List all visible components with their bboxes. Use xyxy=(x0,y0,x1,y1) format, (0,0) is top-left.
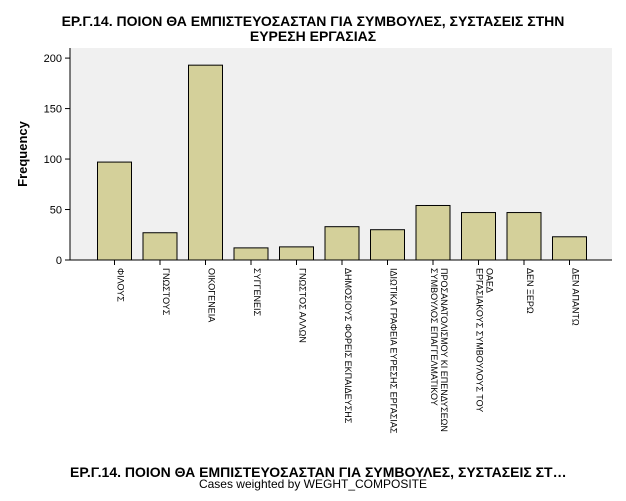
x-tick-label-10-0: ΔΕΝ ΑΠΑΝΤΩ xyxy=(571,268,581,326)
bar-10 xyxy=(552,236,587,261)
x-tick-label-7-1: ΠΡΟΣΑΝΑΤΟΛΙΣΜΟΥ ΚΙ ΕΠΕΝΔΥΣΕΩΝ xyxy=(439,268,449,432)
x-axis-label: ΕΡ.Γ.14. ΠΟΙΟΝ ΘΑ ΕΜΠΙΣΤΕΥΟΣΑΣΤΑΝ ΓΙΑ ΣΥ… xyxy=(70,464,567,480)
bar-9 xyxy=(506,212,542,261)
chart-title: ΕΡ.Γ.14. ΠΟΙΟΝ ΘΑ ΕΜΠΙΣΤΕΥΟΣΑΣΤΑΝ ΓΙΑ ΣΥ… xyxy=(0,14,626,44)
x-tick-label-3-0: ΣΥΓΓΕΝΕΙΣ xyxy=(252,268,262,316)
weighting-footnote: Cases weighted by WEGHT_COMPOSITE xyxy=(198,477,428,491)
y-tick-label-50: 50 xyxy=(50,205,62,217)
x-tick-label-2-0: ΟΙΚΟΓΕΝΕΙΑ xyxy=(207,268,217,322)
x-tick-label-1-0: ΓΝΩΣΤΟΥΣ xyxy=(161,268,171,316)
y-axis-title: Frequency xyxy=(15,120,30,187)
y-tick-label-200: 200 xyxy=(44,53,62,65)
y-tick-label-150: 150 xyxy=(44,104,62,116)
x-tick-label-5-0: ΔΗΜΟΣΙΟΥΣ ΦΟΡΕΙΣ ΕΚΠΑΙΔΕΥΣΗΣ xyxy=(343,268,353,424)
x-tick-label-8-0: ΕΡΓΑΣΙΑΚΟΥΣ ΣΥΜΒΟΥΛΟΥΣ ΤΟΥ xyxy=(475,268,485,412)
bar-5 xyxy=(324,226,360,261)
bar-7 xyxy=(415,204,451,261)
bar-2 xyxy=(188,64,223,261)
x-tick-label-8-1: ΟΑΕΔ xyxy=(485,268,495,293)
bar-6 xyxy=(370,229,405,261)
x-tick-label-7-0: ΣΥΜΒΟΥΛΟΣ ΕΠΑΓΓΕΛΜΑΤΙΚΟΥ xyxy=(429,268,439,406)
x-tick-label-9-0: ΔΕΝ ΞΕΡΩ xyxy=(525,268,535,314)
bar-3 xyxy=(233,247,269,261)
x-tick-label-0-0: ΦΙΛΟΥΣ xyxy=(116,268,126,302)
y-tick-label-100: 100 xyxy=(44,154,62,166)
x-tick-label-4-0: ΓΝΩΣΤΟΣ ΑΛΛΩΝ xyxy=(298,268,308,343)
y-tick-label-0: 0 xyxy=(56,255,62,267)
chart-title-line-1: ΕΡ.Γ.14. ΠΟΙΟΝ ΘΑ ΕΜΠΙΣΤΕΥΟΣΑΣΤΑΝ ΓΙΑ ΣΥ… xyxy=(61,13,565,29)
bar-8 xyxy=(461,212,496,261)
bar-1 xyxy=(142,232,178,261)
bar-4 xyxy=(279,246,314,261)
chart-title-line-2: ΕΥΡΕΣΗ ΕΡΓΑΣΙΑΣ xyxy=(249,28,377,44)
x-tick-label-6-0: ΙΔΙΩΤΙΚΑ ΓΡΑΦΕΙΑ ΕΥΡΕΣΗΣ ΕΡΓΑΣΙΑΣ xyxy=(389,268,399,434)
bar-0 xyxy=(97,161,132,261)
